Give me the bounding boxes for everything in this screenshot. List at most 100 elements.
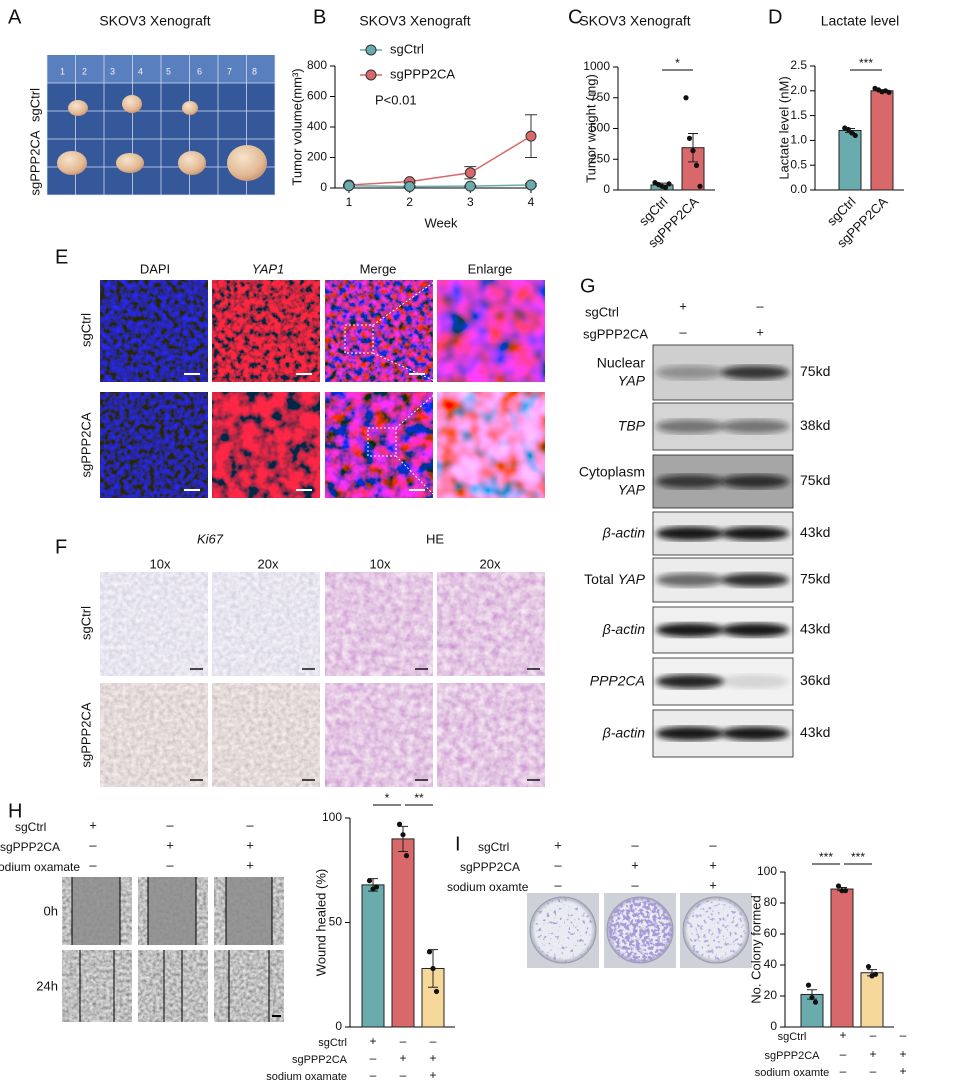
histology-image	[100, 683, 208, 787]
data-point	[852, 132, 858, 139]
condition-mark: +	[166, 837, 174, 852]
blot-size: 38kd	[800, 417, 830, 433]
condition-mark: –	[756, 298, 764, 313]
panel-letter: G	[580, 275, 596, 297]
data-point	[525, 130, 537, 142]
column-header: 10x	[150, 556, 171, 571]
condition-mark: +	[369, 1034, 376, 1048]
condition-name: sgPPP2CA	[583, 326, 648, 341]
x-tick-label: 4	[528, 195, 535, 209]
fluorescence-image	[100, 280, 208, 382]
x-tick-label: 2	[406, 195, 413, 209]
tumor	[57, 151, 87, 175]
condition-mark: –	[246, 817, 254, 832]
row-label: sgPPP2CA	[78, 412, 93, 477]
blot-band	[721, 474, 789, 489]
bar	[361, 884, 385, 1028]
ruler-label: 5	[166, 66, 171, 76]
histology-image	[325, 683, 433, 787]
ruler-label: 4	[138, 66, 143, 76]
tumor	[178, 151, 206, 175]
condition-mark: +	[756, 324, 764, 339]
histology-image	[100, 572, 208, 676]
data-point	[464, 180, 476, 192]
microscopy-image	[214, 950, 284, 1022]
panel-letter: E	[55, 246, 68, 268]
column-header: DAPI	[140, 261, 170, 276]
colonies	[607, 897, 673, 963]
ruler-label: 3	[110, 66, 115, 76]
data-point	[662, 184, 669, 191]
condition-name: sgPPP2CA	[764, 1050, 820, 1062]
histology-image	[437, 683, 545, 787]
condition-mark: +	[899, 1047, 906, 1061]
blot-size: 75kd	[800, 571, 830, 587]
blot-label-part: YAP	[618, 481, 646, 497]
y-axis-label: No. Colony formed	[748, 895, 763, 1003]
y-tick-label: 80	[764, 895, 778, 909]
condition-mark: +	[554, 837, 562, 852]
condition-mark: +	[709, 857, 717, 872]
condition-mark: +	[709, 877, 717, 892]
y-tick-label: 2.0	[790, 83, 807, 97]
data-point	[686, 135, 693, 141]
condition-mark: +	[429, 1051, 436, 1065]
fluorescence-image	[212, 280, 320, 382]
condition-mark: –	[631, 837, 639, 852]
blot-band	[656, 365, 724, 380]
blot-label: Total YAP	[584, 571, 645, 587]
condition-mark: –	[840, 1047, 847, 1061]
chart-title: SKOV3 Xenograft	[579, 13, 690, 29]
blot-label-part: Cytoplasm	[579, 463, 645, 479]
condition-mark: –	[679, 324, 687, 339]
blot-label: β-actin	[602, 524, 645, 540]
panel-letter: D	[768, 6, 782, 28]
panel-letter: C	[568, 6, 582, 28]
data-point	[403, 853, 410, 859]
condition-mark: –	[900, 1028, 907, 1042]
histology-image	[325, 572, 433, 676]
condition-mark: –	[166, 857, 174, 872]
data-point	[805, 982, 812, 988]
bar	[870, 90, 894, 191]
blot-size: 43kd	[800, 524, 830, 540]
column-header: YAP1	[252, 261, 285, 276]
group-header: Ki67	[197, 531, 224, 546]
y-tick-label: 100	[757, 864, 777, 878]
condition-mark: –	[370, 1051, 377, 1065]
ruler-label: 1	[60, 66, 65, 76]
data-point	[404, 180, 416, 192]
series-line	[348, 184, 532, 188]
bar	[838, 129, 862, 191]
column-header: Merge	[360, 261, 397, 276]
tumor	[227, 145, 267, 181]
chart-title: SKOV3 Xenograft	[359, 13, 470, 29]
data-point	[872, 971, 879, 977]
y-tick-label: 2.5	[790, 58, 807, 72]
fluorescence-image	[212, 392, 320, 498]
blot-label-part: β-actin	[602, 524, 645, 540]
fluorescence-image	[437, 280, 545, 382]
blot-label-part: Total	[584, 571, 614, 587]
condition-name: sodium oxamte	[447, 880, 529, 894]
y-tick-label: 20	[764, 988, 778, 1002]
data-point	[525, 179, 537, 191]
blot-band	[721, 623, 789, 637]
tumor	[182, 101, 198, 115]
legend-label: sgPPP2CA	[390, 66, 455, 81]
condition-mark: +	[869, 1047, 876, 1061]
blot-size: 75kd	[800, 472, 830, 488]
ruler-label: 6	[197, 66, 202, 76]
condition-name: sgPPP2CA	[0, 840, 60, 854]
histology-image	[212, 683, 320, 787]
wound-gap	[226, 877, 272, 945]
condition-mark: +	[89, 817, 97, 832]
column-header: 20x	[480, 556, 501, 571]
fluorescence-image	[437, 392, 545, 498]
panel-letter: H	[8, 800, 22, 822]
error-bar	[688, 133, 698, 163]
y-tick-label: 1000	[583, 59, 610, 73]
y-tick-label: 0	[603, 182, 610, 196]
condition-name: sodium oxamate	[0, 860, 80, 874]
